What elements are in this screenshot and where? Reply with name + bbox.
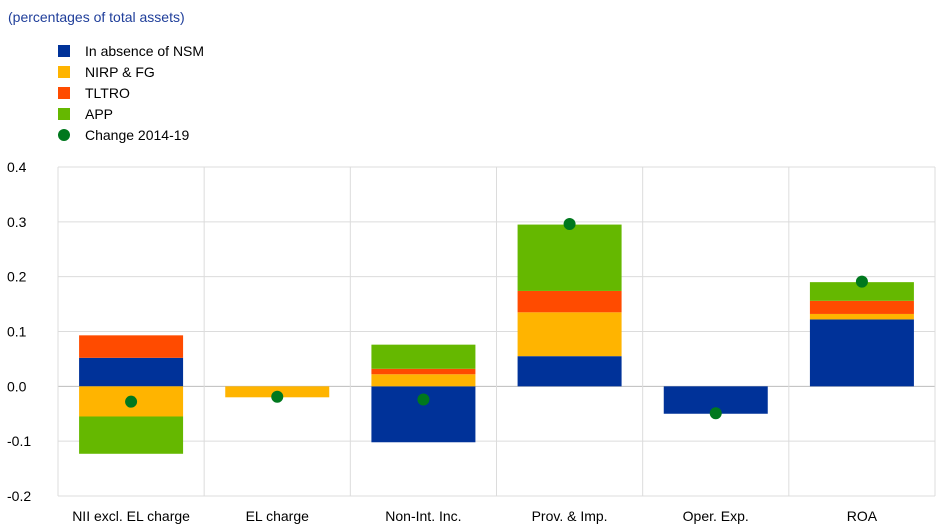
y-tick-label: -0.2 xyxy=(7,488,31,504)
bar-segment xyxy=(371,344,476,369)
legend-marker-change xyxy=(58,128,70,141)
legend-label-nirp: NIRP & FG xyxy=(85,63,155,80)
bar-segment xyxy=(79,416,184,454)
bar-segment xyxy=(809,319,914,387)
x-tick-label: NII excl. EL charge xyxy=(72,508,190,524)
bar-segment xyxy=(809,313,914,320)
legend-swatch-nsm xyxy=(58,44,70,57)
x-tick-label: ROA xyxy=(847,508,878,524)
label-layer: -0.2 -0.1 0.0 0.1 0.2 0.3 0.4 NII excl. EL char… xyxy=(7,159,878,524)
legend-label-nsm: In absence of NSM xyxy=(85,42,205,59)
y-tick-label: 0.4 xyxy=(7,159,27,175)
bar-segment xyxy=(809,300,914,314)
legend-swatch-tltro xyxy=(58,86,70,99)
bar-layer xyxy=(79,224,914,454)
bar-segment xyxy=(517,312,622,357)
bar-segment xyxy=(517,290,622,313)
change-marker xyxy=(709,407,722,420)
grid-layer xyxy=(57,166,936,497)
bar-segment xyxy=(371,374,476,387)
y-tick-label: 0.0 xyxy=(7,378,27,394)
bar-segment xyxy=(371,368,476,375)
y-tick-label: -0.1 xyxy=(7,433,31,449)
legend-swatch-app xyxy=(58,107,70,120)
y-tick-label: 0.1 xyxy=(7,324,27,340)
change-marker xyxy=(855,275,868,288)
change-marker xyxy=(271,390,284,403)
chart-subtitle: (percentages of total assets) xyxy=(8,9,185,25)
change-marker xyxy=(563,218,576,231)
y-tick-label: 0.3 xyxy=(7,214,27,230)
y-tick-label: 0.2 xyxy=(7,269,27,285)
legend-label-tltro: TLTRO xyxy=(85,84,130,101)
legend-swatch-nirp xyxy=(58,65,70,78)
bar-segment xyxy=(79,335,184,358)
x-tick-label: EL charge xyxy=(246,508,310,524)
legend-item-app: APP xyxy=(58,103,204,124)
bar-segment xyxy=(79,357,184,387)
change-marker xyxy=(417,393,430,406)
marker-layer xyxy=(125,218,868,420)
x-tick-label: Oper. Exp. xyxy=(683,508,749,524)
bar-segment xyxy=(517,356,622,387)
bar-segment xyxy=(517,224,622,291)
legend-label-app: APP xyxy=(85,105,114,122)
change-marker xyxy=(125,395,138,408)
bar-segment xyxy=(809,282,914,301)
legend-item-nsm: In absence of NSM xyxy=(58,40,204,61)
legend-item-change: Change 2014-19 xyxy=(58,124,204,145)
legend-item-nirp: NIRP & FG xyxy=(58,61,204,82)
legend-label-change: Change 2014-19 xyxy=(85,126,190,143)
x-tick-label: Prov. & Imp. xyxy=(532,508,608,524)
x-tick-label: Non-Int. Inc. xyxy=(385,508,461,524)
chart-legend: In absence of NSM NIRP & FG TLTRO APP Ch… xyxy=(58,40,204,145)
legend-item-tltro: TLTRO xyxy=(58,82,204,103)
